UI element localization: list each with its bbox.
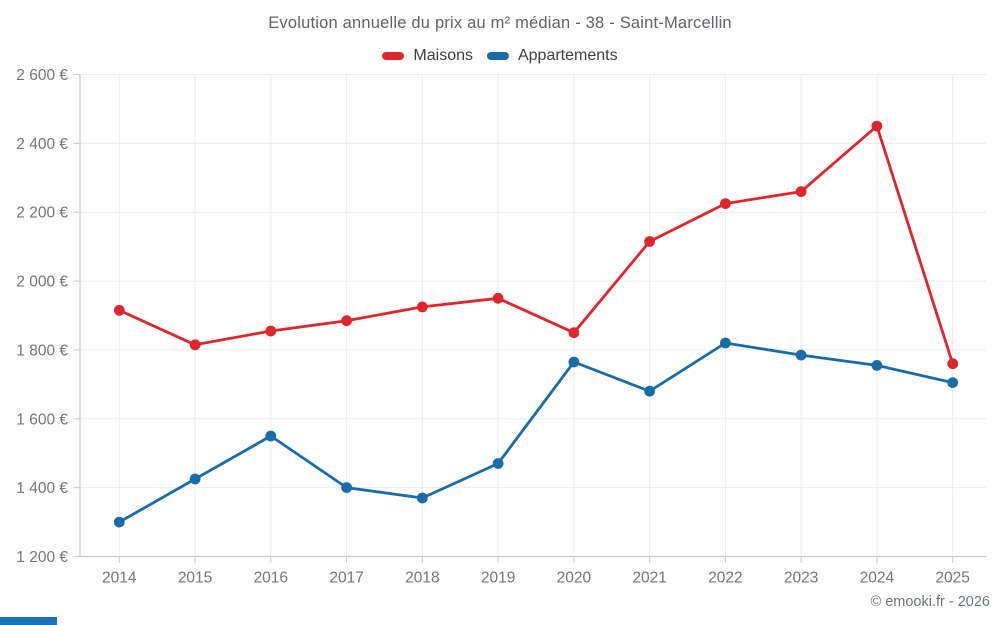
- x-tick-label: 2015: [178, 570, 212, 587]
- maisons-data-point: [341, 315, 352, 327]
- maisons-data-point: [265, 325, 277, 337]
- appartements-data-point: [492, 458, 504, 469]
- appartements-data-point: [341, 482, 352, 493]
- maisons-swatch-icon: [382, 52, 405, 60]
- maisons-data-point: [113, 304, 125, 316]
- x-tick-label: 2025: [935, 570, 969, 587]
- x-tick-label: 2018: [405, 570, 439, 587]
- x-tick-label: 2024: [860, 570, 895, 587]
- legend-item-appartements: Appartements: [486, 47, 618, 65]
- maisons-data-point: [795, 186, 807, 198]
- maisons-data-point: [644, 236, 655, 247]
- chart-title: Evolution annuelle du prix au m² médian …: [268, 14, 732, 32]
- appartements-data-point: [416, 492, 428, 504]
- x-tick-label: 2019: [481, 570, 515, 587]
- legend-label-appartements: Appartements: [517, 47, 618, 64]
- maisons-data-point: [947, 358, 959, 370]
- footer-credit: © emooki.fr - 2026: [870, 594, 990, 610]
- maisons-data-point: [568, 327, 580, 339]
- y-tick-label: 2 200 €: [16, 205, 68, 222]
- maisons-data-point: [492, 292, 504, 304]
- appartements-data-point: [113, 516, 125, 528]
- maisons-line: [117, 124, 955, 366]
- brand-accent-bar: [0, 617, 57, 625]
- maisons-data-point: [720, 198, 731, 210]
- maisons-data-point: [189, 339, 201, 351]
- appartements-data-point: [871, 360, 883, 371]
- x-tick-label: 2020: [557, 570, 592, 587]
- legend-item-maisons: Maisons: [382, 47, 473, 65]
- y-tick-label: 1 400 €: [16, 480, 68, 497]
- y-tick-label: 1 200 €: [16, 549, 68, 566]
- appartements-data-point: [795, 349, 807, 361]
- x-tick-label: 2016: [254, 570, 288, 587]
- appartements-data-point: [947, 377, 959, 388]
- appartements-data-point: [265, 430, 277, 442]
- chart-legend: Maisons Appartements: [0, 45, 1000, 67]
- y-tick-label: 1 800 €: [16, 342, 68, 359]
- x-tick-label: 2023: [784, 570, 818, 587]
- x-tick-label: 2022: [708, 570, 742, 587]
- x-tick-label: 2021: [632, 570, 666, 587]
- appartements-line: [117, 341, 955, 524]
- y-tick-label: 2 400 €: [16, 136, 68, 153]
- appartements-swatch-icon: [486, 52, 509, 60]
- appartements-data-point: [644, 385, 655, 397]
- maisons-data-point: [416, 301, 428, 313]
- x-tick-label: 2014: [102, 570, 137, 587]
- x-tick-label: 2017: [329, 570, 363, 587]
- y-tick-label: 2 600 €: [16, 67, 68, 84]
- appartements-data-point: [189, 473, 201, 485]
- appartements-data-point: [568, 356, 580, 368]
- y-tick-label: 2 000 €: [16, 274, 68, 291]
- maisons-data-point: [871, 120, 883, 132]
- y-tick-label: 1 600 €: [16, 411, 68, 428]
- legend-label-maisons: Maisons: [413, 47, 473, 64]
- appartements-data-point: [720, 337, 731, 349]
